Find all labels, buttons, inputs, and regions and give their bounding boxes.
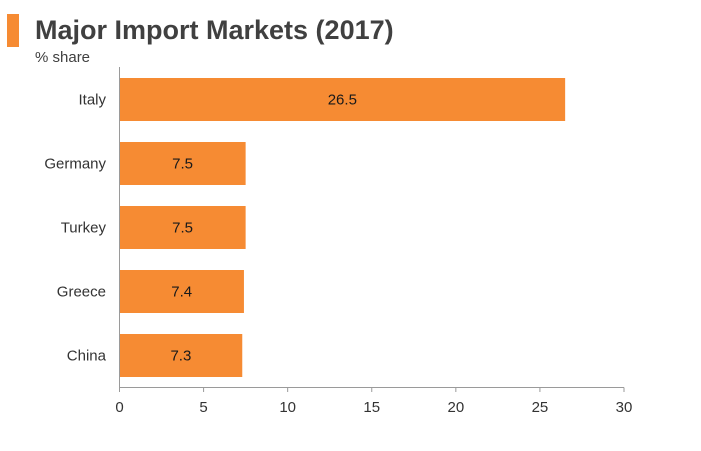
bar-germany [119, 142, 246, 185]
data-label-turkey: 7.5 [172, 220, 193, 237]
labels-layer: 26.5 Italy 7.5 Germany 7.5 Turkey 7.4 Greece 7.3… [44, 92, 632, 417]
category-label-turkey: Turkey [61, 220, 107, 237]
x-tick-label: 30 [616, 399, 633, 416]
bar-italy [119, 78, 566, 121]
x-tick-label: 15 [363, 399, 380, 416]
category-label-germany: Germany [44, 156, 106, 173]
category-label-italy: Italy [78, 92, 106, 109]
chart-title: Major Import Markets (2017) [35, 15, 394, 45]
x-tick-label: 5 [199, 399, 207, 416]
category-label-china: China [67, 348, 107, 365]
category-label-greece: Greece [57, 284, 106, 301]
bar-china [119, 334, 243, 377]
bar-greece [119, 270, 244, 313]
x-tick-label: 25 [532, 399, 549, 416]
data-label-greece: 7.4 [171, 284, 192, 301]
title-accent-bar [7, 14, 19, 47]
data-label-italy: 26.5 [328, 92, 357, 109]
bar-turkey [119, 206, 246, 249]
chart-subtitle: % share [35, 49, 91, 66]
bars-layer [119, 78, 566, 377]
data-label-china: 7.3 [170, 348, 191, 365]
x-tick-label: 10 [279, 399, 296, 416]
x-tick-label: 20 [447, 399, 464, 416]
data-label-germany: 7.5 [172, 156, 193, 173]
x-tick-label: 0 [115, 399, 123, 416]
